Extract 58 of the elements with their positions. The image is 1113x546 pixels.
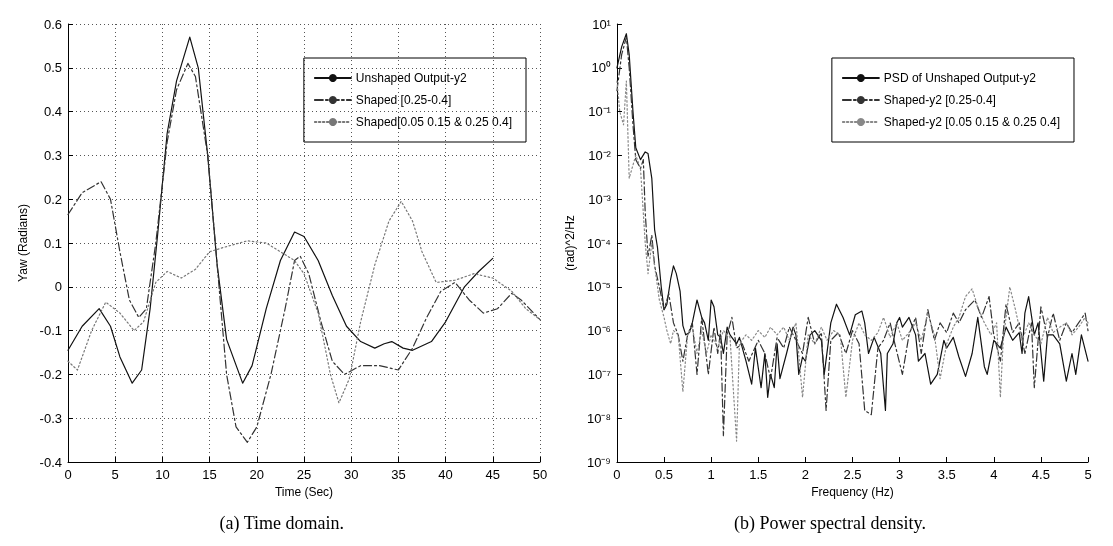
legend-label: Shaped[0.05 0.15 & 0.25 0.4] <box>355 115 513 129</box>
x-tick-label: 3 <box>895 467 904 482</box>
x-tick-label: 40 <box>438 467 453 482</box>
y-tick-label: 0.4 <box>43 104 62 120</box>
x-tick-label: 1 <box>707 467 715 482</box>
y-tick-label: -0.1 <box>39 323 62 339</box>
y-tick-label: 0.3 <box>43 147 62 163</box>
y-tick-label: 0.2 <box>43 191 62 207</box>
x-tick-label: 5 <box>1084 467 1092 482</box>
x-tick-label: 0.5 <box>655 467 674 482</box>
y-tick-label: 0.6 <box>43 16 62 32</box>
y-tick-label: 10⁰ <box>591 60 611 76</box>
y-tick-label: 10⁻⁶ <box>587 323 611 339</box>
y-tick-label: 10¹ <box>592 16 612 32</box>
x-tick-label: 50 <box>532 467 548 482</box>
y-tick-label: 0.1 <box>43 235 62 251</box>
x-tick-label: 4 <box>990 467 998 482</box>
line-series <box>67 200 541 404</box>
x-tick-label: 1.5 <box>749 467 768 482</box>
x-axis-title: Frequency (Hz) <box>811 484 894 499</box>
line-series <box>67 62 541 443</box>
y-tick-label: -0.4 <box>39 454 62 470</box>
x-axis-title: Time (Sec) <box>274 484 334 499</box>
y-tick-label: 0 <box>54 279 62 295</box>
legend-label: Unshaped Output-y2 <box>355 71 467 85</box>
x-tick-label: 5 <box>111 467 119 482</box>
x-tick-label: 25 <box>296 467 312 482</box>
y-tick-label: 10⁻⁸ <box>586 410 611 426</box>
x-tick-label: 2.5 <box>843 467 862 482</box>
x-tick-label: 35 <box>391 467 406 482</box>
text: (b) Power spectral density. <box>734 513 926 534</box>
y-tick-label: 10⁻² <box>588 147 612 163</box>
y-tick-label: 10⁻⁷ <box>587 366 612 382</box>
legend-label: PSD of Unshaped Output-y2 <box>883 71 1037 85</box>
y-tick-label: -0.3 <box>39 410 62 426</box>
x-tick-label: 15 <box>202 467 217 482</box>
y-tick-label: 10⁻⁴ <box>586 235 611 251</box>
x-tick-label: 10 <box>155 467 170 482</box>
x-tick-label: 4.5 <box>1031 467 1050 482</box>
y-axis-title: Yaw (Radians) <box>15 204 30 282</box>
x-tick-label: 30 <box>343 467 359 482</box>
y-tick-label: 0.5 <box>43 60 62 76</box>
y-tick-label: 10⁻⁹ <box>586 454 611 470</box>
legend-label: Shaped-y2 [0.05 0.15 & 0.25 0.4] <box>883 115 1061 129</box>
line-series <box>67 36 494 384</box>
y-axis-title: (rad)^2/Hz <box>563 215 577 271</box>
x-tick-label: 2 <box>801 467 809 482</box>
x-tick-label: 45 <box>485 467 501 482</box>
y-tick-label: 10⁻⁵ <box>587 279 611 295</box>
y-tick-label: 10⁻³ <box>588 191 612 207</box>
x-tick-label: 3.5 <box>937 467 956 482</box>
y-tick-label: -0.2 <box>39 366 62 382</box>
text: (a) Time domain. <box>219 513 345 534</box>
x-tick-label: 0 <box>64 467 72 482</box>
legend-label: Shaped [0.25-0.4] <box>355 93 452 107</box>
y-tick-label: 10⁻¹ <box>588 104 612 120</box>
x-tick-label: 20 <box>249 467 265 482</box>
legend-label: Shaped-y2 [0.25-0.4] <box>883 93 996 107</box>
